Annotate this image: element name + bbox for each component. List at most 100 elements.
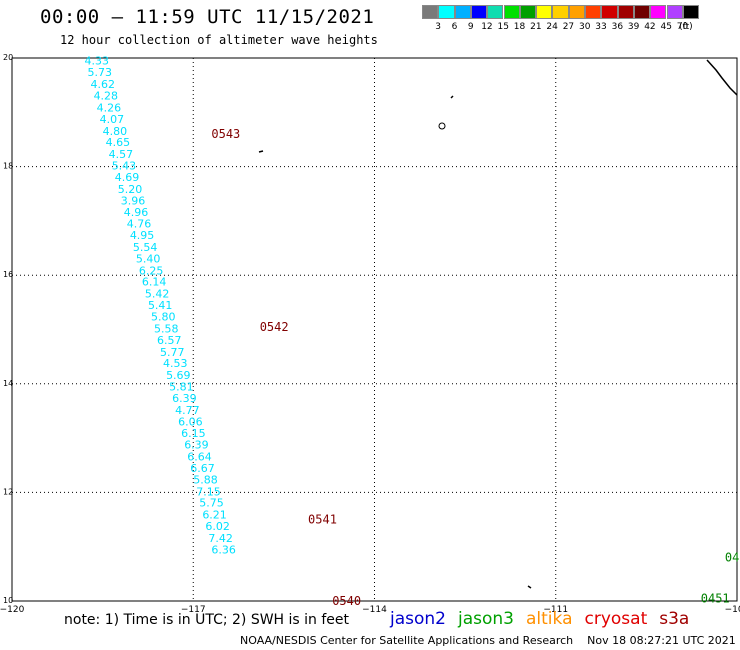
scale-swatch bbox=[454, 5, 471, 19]
wave-height-label: 5.58 bbox=[154, 322, 179, 335]
scale-swatch bbox=[666, 5, 683, 19]
wave-height-label: 6.39 bbox=[184, 439, 209, 452]
wave-height-label: 7.42 bbox=[208, 532, 233, 545]
scale-label: 45 bbox=[660, 22, 672, 32]
island bbox=[450, 95, 454, 99]
y-tick-label: 14 bbox=[3, 379, 13, 388]
wave-height-label: 4.96 bbox=[124, 206, 149, 219]
scale-label: 9 bbox=[467, 22, 474, 32]
wave-height-label: 6.15 bbox=[181, 427, 206, 440]
pass-time-label: 0541 bbox=[308, 513, 337, 527]
wave-height-label: 4.33 bbox=[85, 55, 110, 68]
y-tick-label: 18 bbox=[3, 162, 13, 171]
wave-height-label: 3.96 bbox=[121, 194, 146, 207]
credit-footer: NOAA/NESDIS Center for Satellite Applica… bbox=[240, 634, 736, 647]
chart-title: 00:00 — 11:59 UTC 11/15/2021 bbox=[40, 6, 375, 28]
wave-height-label: 6.36 bbox=[211, 543, 236, 556]
pass-time-label: 0543 bbox=[211, 127, 240, 141]
legend-jason3: jason3 bbox=[458, 609, 514, 629]
wave-height-label: 4.26 bbox=[97, 101, 122, 114]
scale-swatch bbox=[503, 5, 520, 19]
x-tick-label: −117 bbox=[181, 605, 206, 615]
scale-label: 6 bbox=[451, 22, 458, 32]
wave-height-label: 6.06 bbox=[178, 415, 203, 428]
scale-swatch bbox=[519, 5, 537, 19]
scale-label: 3 bbox=[435, 22, 442, 32]
scale-swatch bbox=[470, 5, 488, 19]
scale-swatch bbox=[568, 5, 585, 19]
wave-height-label: 5.81 bbox=[169, 381, 194, 394]
wave-height-label: 4.65 bbox=[106, 136, 131, 149]
wave-height-label: 4.07 bbox=[100, 113, 125, 126]
wave-height-label: 5.77 bbox=[160, 346, 185, 359]
wave-height-label: 4.95 bbox=[130, 229, 155, 242]
scale-label: 21 bbox=[530, 22, 542, 32]
legend-altika: altika bbox=[526, 609, 573, 629]
wave-height-label: 4.76 bbox=[127, 218, 151, 231]
scale-swatch bbox=[650, 5, 667, 19]
pass-time-label: 0542 bbox=[260, 320, 289, 334]
x-tick-label: −120 bbox=[0, 605, 25, 615]
satellite-legend: jason2 jason3 altika cryosat s3a bbox=[390, 609, 701, 629]
wave-height-label: 6.67 bbox=[190, 462, 215, 475]
island bbox=[438, 122, 446, 130]
scale-swatch bbox=[422, 5, 439, 19]
scale-swatch bbox=[633, 5, 651, 19]
wave-height-label: 4.57 bbox=[109, 148, 133, 161]
wave-height-label: 5.20 bbox=[118, 183, 142, 196]
scale-label: 33 bbox=[595, 22, 607, 32]
scale-swatch bbox=[536, 5, 553, 19]
wave-height-label: 6.64 bbox=[187, 451, 212, 464]
scale-swatch bbox=[487, 5, 504, 19]
wave-height-label: 5.80 bbox=[151, 310, 176, 323]
wave-height-label: 6.57 bbox=[157, 334, 182, 347]
scale-label: 36 bbox=[611, 22, 624, 32]
island bbox=[258, 150, 264, 153]
wave-height-label: 4.69 bbox=[115, 171, 140, 184]
wave-height-label: 6.25 bbox=[139, 264, 164, 277]
pass-time-label: 0452 bbox=[725, 551, 740, 565]
wave-height-label: 6.21 bbox=[202, 509, 227, 522]
y-tick-label: 16 bbox=[3, 270, 13, 279]
wave-height-label: 5.88 bbox=[193, 473, 218, 486]
scale-swatch bbox=[438, 5, 455, 19]
scale-label: 24 bbox=[546, 22, 558, 32]
pass-time-label: 0451 bbox=[701, 591, 730, 605]
legend-s3a: s3a bbox=[659, 609, 690, 629]
scale-label: 15 bbox=[497, 22, 509, 32]
x-tick-label: −114 bbox=[362, 605, 387, 615]
pass-time-label: 0540 bbox=[332, 594, 361, 608]
wave-height-label: 4.28 bbox=[94, 89, 119, 102]
scale-label: 39 bbox=[627, 22, 640, 32]
wave-height-label: 5.73 bbox=[88, 66, 113, 79]
scale-swatch bbox=[601, 5, 618, 19]
scale-swatch bbox=[585, 5, 602, 19]
wave-height-label: 7.15 bbox=[196, 485, 221, 498]
y-tick-label: 12 bbox=[3, 487, 13, 496]
scale-label: 18 bbox=[513, 22, 526, 32]
island bbox=[527, 585, 532, 589]
scale-label: 12 bbox=[481, 22, 493, 32]
chart-subtitle: 12 hour collection of altimeter wave hei… bbox=[60, 33, 378, 47]
scale-label: (ft) bbox=[679, 22, 693, 32]
scale-label: 70 bbox=[676, 22, 689, 32]
wave-height-label: 4.77 bbox=[175, 404, 200, 417]
scale-swatch bbox=[552, 5, 569, 19]
wave-height-label: 5.75 bbox=[199, 497, 224, 510]
coastline bbox=[706, 59, 738, 96]
wave-height-label: 5.42 bbox=[145, 288, 170, 301]
y-tick-label: 10 bbox=[3, 596, 13, 605]
legend-cryosat: cryosat bbox=[584, 609, 648, 629]
wave-height-label: 4.53 bbox=[163, 357, 188, 370]
legend-jason2: jason2 bbox=[390, 609, 446, 629]
wave-height-label: 6.14 bbox=[142, 276, 167, 289]
wave-height-label: 5.69 bbox=[166, 369, 191, 382]
wave-height-label: 4.80 bbox=[103, 125, 128, 138]
scale-swatch bbox=[617, 5, 634, 19]
wave-height-label: 5.54 bbox=[133, 241, 158, 254]
scale-label: 42 bbox=[644, 22, 656, 32]
scale-label: 27 bbox=[562, 22, 575, 32]
x-tick-label: −111 bbox=[543, 605, 568, 615]
wave-height-label: 6.39 bbox=[172, 392, 197, 405]
